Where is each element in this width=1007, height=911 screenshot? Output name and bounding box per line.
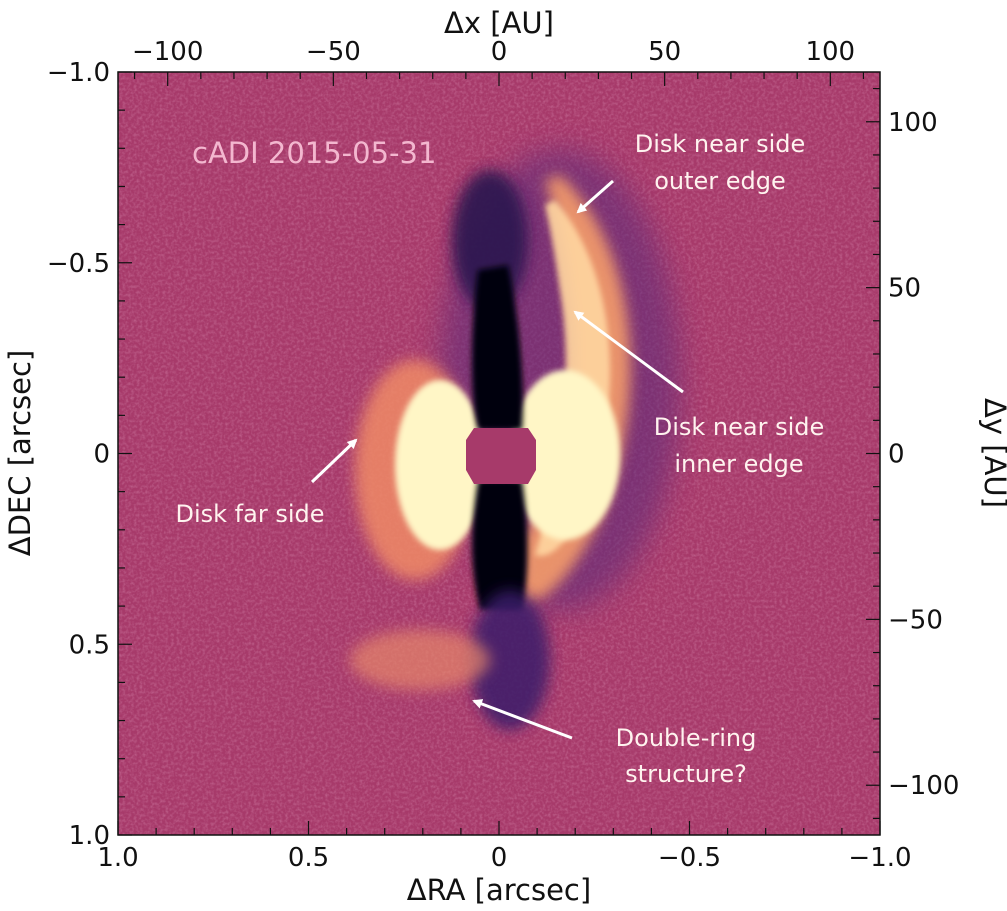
tick-label: −1.0	[848, 843, 911, 873]
tick-label: −1.0	[47, 58, 110, 88]
annotation-line: Disk far side	[175, 500, 324, 528]
annotation-far-side: Disk far side	[175, 438, 358, 528]
left-axis-title: ΔDEC [arcsec]	[3, 350, 37, 556]
tick-label: 0.5	[288, 843, 329, 873]
tick-label: −0.5	[47, 249, 110, 279]
bright-lobe-left	[395, 380, 485, 550]
tick-label: 50	[888, 274, 921, 304]
tick-label: 1.0	[97, 843, 138, 873]
annotation-near-side-inner: Disk near side inner edge	[573, 310, 825, 478]
tick-label: 0	[93, 440, 110, 470]
tick-label: 0	[491, 843, 508, 873]
tick-label: −100	[888, 771, 959, 801]
disk-image	[118, 72, 880, 835]
dark-lower-bar	[472, 480, 528, 610]
top-axis-title: Δx [AU]	[444, 6, 554, 40]
tick-label: −100	[132, 37, 203, 67]
annotation-double-ring: Double-ring structure?	[472, 699, 757, 788]
tick-label: 0.5	[69, 630, 110, 660]
right-axis-ticks: 100 50 0 −50 −100	[866, 87, 959, 820]
tick-label: 100	[888, 108, 938, 138]
coronagraph-mask	[466, 428, 536, 484]
bottom-axis-ticks: 1.0 0.5 0 −0.5 −1.0	[97, 821, 912, 873]
bottom-axis-title: ΔRA [arcsec]	[407, 873, 591, 907]
panel-label: cADI 2015-05-31	[192, 136, 436, 170]
annotation-line: Disk near side	[635, 130, 806, 158]
annotation-line: inner edge	[674, 450, 803, 478]
tick-label: −0.5	[658, 843, 721, 873]
tick-label: −50	[306, 37, 361, 67]
dark-upper-bar	[472, 265, 523, 430]
tick-label: 0	[491, 37, 508, 67]
lower-ring-glow	[350, 630, 490, 690]
dark-lower-wing	[470, 590, 550, 730]
tick-label: 100	[805, 37, 855, 67]
left-axis-ticks: −1.0 −0.5 0 0.5 1.0	[47, 58, 132, 851]
arrow-far-side	[310, 438, 358, 484]
tick-label: 50	[648, 37, 681, 67]
annotation-line: Disk near side	[654, 413, 825, 441]
bright-lobe-right	[510, 370, 620, 540]
arrow-near-side-outer	[576, 179, 614, 214]
tick-label: 0	[888, 440, 905, 470]
annotation-line: structure?	[625, 760, 747, 788]
right-axis-title: Δy [AU]	[978, 398, 1007, 508]
arrow-double-ring	[472, 699, 573, 740]
tick-label: −50	[888, 605, 943, 635]
annotation-near-side-outer: Disk near side outer edge	[576, 130, 806, 214]
tick-label: 1.0	[69, 821, 110, 851]
annotation-line: Double-ring	[616, 724, 757, 752]
top-axis-ticks: −100 −50 0 50 100	[132, 37, 865, 86]
annotation-line: outer edge	[654, 167, 786, 195]
arrow-near-side-inner	[573, 310, 684, 394]
